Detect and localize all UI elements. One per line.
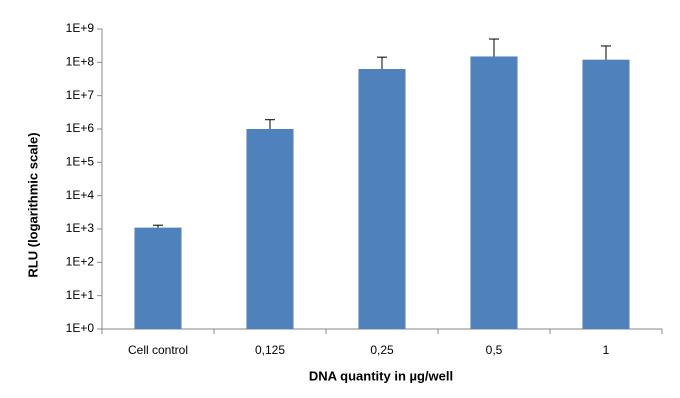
y-tick-label: 1E+5: [66, 155, 95, 169]
y-tick-label: 1E+6: [66, 121, 95, 135]
y-tick-label: 1E+1: [66, 288, 95, 302]
x-axis-title: DNA quantity in µg/well: [309, 368, 453, 383]
x-tick-label: 1: [603, 343, 610, 357]
x-tick-label: 0,25: [370, 343, 394, 357]
error-bar: [153, 224, 163, 228]
y-tick-label: 1E+0: [66, 321, 95, 335]
x-tick-label: 0,125: [255, 343, 285, 357]
error-bar: [601, 45, 611, 60]
bar: [134, 227, 182, 329]
y-tick-label: 1E+8: [66, 55, 95, 69]
y-axis-title: RLU (logarithmic scale): [25, 132, 40, 277]
y-tick-label: 1E+3: [66, 221, 95, 235]
bar: [358, 69, 406, 330]
y-tick-label: 1E+4: [66, 188, 95, 202]
y-tick-label: 1E+2: [66, 255, 95, 269]
bar: [582, 59, 630, 329]
y-tick-label: 1E+7: [66, 88, 95, 102]
x-tick-label: Cell control: [128, 343, 188, 357]
bar: [470, 56, 518, 329]
bar: [246, 129, 294, 329]
error-bar: [265, 119, 275, 129]
x-tick-label: 0,5: [486, 343, 503, 357]
y-tick-label: 1E+9: [66, 21, 95, 35]
error-bar: [489, 38, 499, 57]
error-bar: [377, 56, 387, 70]
